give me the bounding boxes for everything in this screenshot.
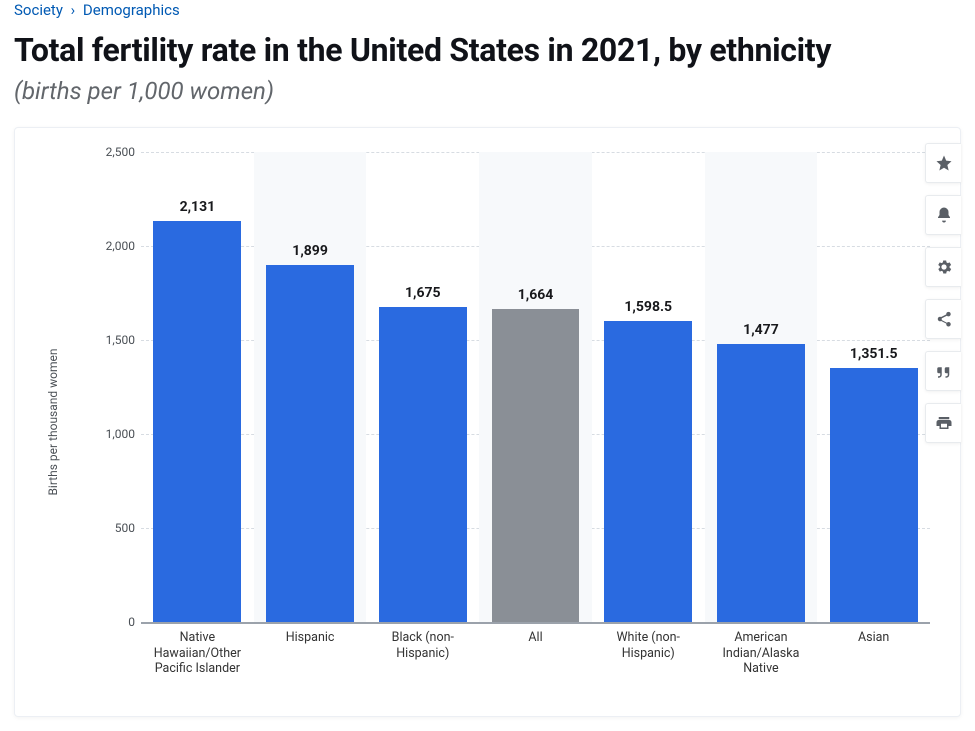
share-button[interactable] — [925, 299, 961, 339]
y-tick-label: 1,500 — [95, 333, 135, 347]
bar-slot: 1,477 — [705, 152, 818, 622]
chart-bars: 2,131 1,899 1,675 1,664 1,598.5 1,477 1,351.5 — [141, 152, 930, 622]
x-tick-label: Hispanic — [254, 626, 367, 677]
bar-value-label: 1,598.5 — [624, 299, 672, 315]
bar-value-label: 1,664 — [518, 287, 554, 303]
bar-slot: 1,899 — [254, 152, 367, 622]
chart-x-labels: Native Hawaiian/Other Pacific IslanderHi… — [141, 626, 930, 677]
chart-toolbar — [925, 143, 961, 443]
chart-card: Births per thousand women 0 500 1,000 1,500… — [14, 127, 961, 717]
bar[interactable]: 1,477 — [717, 344, 805, 622]
citation-button[interactable] — [925, 351, 961, 391]
bar[interactable]: 1,351.5 — [830, 368, 918, 622]
chart-plot: Births per thousand women 05001,0001,500… — [95, 152, 930, 692]
settings-button[interactable] — [925, 247, 961, 287]
breadcrumb-link-demographics[interactable]: Demographics — [83, 1, 180, 19]
bar[interactable]: 1,598.5 — [604, 321, 692, 622]
y-tick-label: 0 — [95, 615, 135, 629]
x-tick-label: All — [479, 626, 592, 677]
x-tick-label: Black (non-Hispanic) — [366, 626, 479, 677]
alert-button[interactable] — [925, 195, 961, 235]
bell-icon — [935, 206, 953, 224]
share-icon — [935, 310, 953, 328]
breadcrumb-link-society[interactable]: Society — [14, 1, 63, 19]
bar[interactable]: 1,675 — [379, 307, 467, 622]
bar-slot: 1,598.5 — [592, 152, 705, 622]
x-tick-label: American Indian/Alaska Native — [705, 626, 818, 677]
bar[interactable]: 1,664 — [492, 309, 580, 622]
star-icon — [935, 154, 953, 172]
print-icon — [935, 414, 953, 432]
bar-value-label: 1,899 — [292, 243, 328, 259]
print-button[interactable] — [925, 403, 961, 443]
breadcrumb: Society › Demographics — [14, 0, 961, 21]
baseline — [141, 622, 930, 624]
gear-icon — [935, 258, 953, 276]
y-axis-label: Births per thousand women — [46, 348, 60, 495]
bar-value-label: 1,477 — [743, 322, 779, 338]
bar-value-label: 1,675 — [405, 285, 441, 301]
bar-value-label: 1,351.5 — [850, 346, 898, 362]
x-tick-label: Asian — [817, 626, 930, 677]
bar-slot: 1,675 — [366, 152, 479, 622]
bar[interactable]: 1,899 — [266, 265, 354, 622]
favorite-button[interactable] — [925, 143, 961, 183]
bar[interactable]: 2,131 — [153, 221, 241, 622]
y-tick-label: 1,000 — [95, 427, 135, 441]
page-subtitle: (births per 1,000 women) — [14, 77, 961, 105]
bar-value-label: 2,131 — [180, 199, 216, 215]
y-tick-label: 2,000 — [95, 239, 135, 253]
page-title: Total fertility rate in the United State… — [14, 31, 961, 69]
bar-slot: 1,351.5 — [817, 152, 930, 622]
x-tick-label: Native Hawaiian/Other Pacific Islander — [141, 626, 254, 677]
y-tick-label: 2,500 — [95, 145, 135, 159]
x-tick-label: White (non-Hispanic) — [592, 626, 705, 677]
quote-icon — [935, 362, 953, 380]
bar-slot: 2,131 — [141, 152, 254, 622]
bar-slot: 1,664 — [479, 152, 592, 622]
y-tick-label: 500 — [95, 521, 135, 535]
breadcrumb-separator: › — [67, 1, 80, 19]
